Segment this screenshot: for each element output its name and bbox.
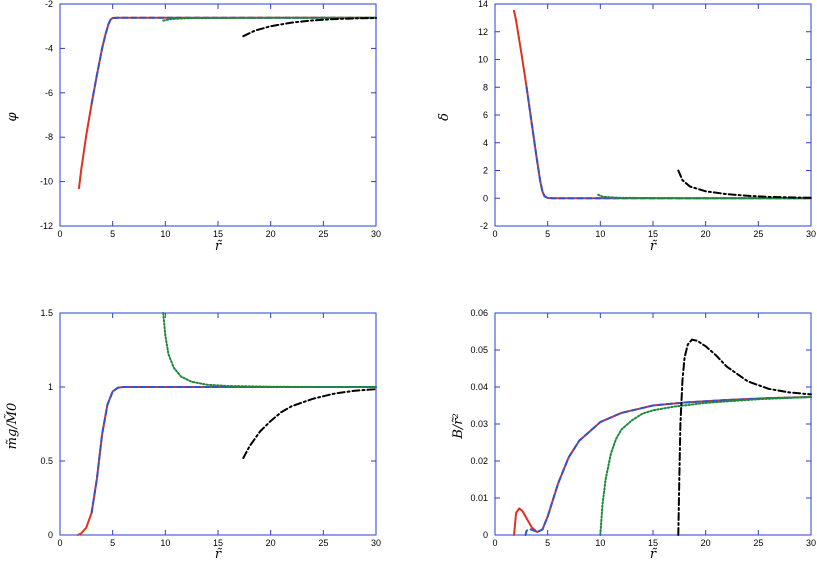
series-line-red-solid (78, 16, 377, 190)
series-line-blue-dashed (90, 16, 377, 105)
y-tick-label: -2 (45, 0, 53, 9)
x-tick-label: 0 (57, 229, 62, 239)
series-line-blue-dashed (524, 396, 812, 536)
series-line-green-dotted (162, 16, 377, 22)
series-line-green-dotted (162, 312, 377, 388)
x-tick-label: 5 (545, 229, 550, 239)
y-tick-label: 0.04 (470, 382, 488, 392)
y-tick-label: 14 (478, 0, 488, 9)
y-tick-label: 2 (483, 166, 488, 176)
y-axis-label: δ (437, 113, 452, 121)
x-tick-label: 20 (266, 538, 276, 548)
series-line-red-solid (513, 396, 812, 536)
chart-panel-b-ratio: 0 5 10 15 20 25 30 0 0.01 0.02 0.03 0.04 0.05 0.06 r̃… (451, 308, 816, 562)
x-tick-label: 5 (110, 538, 115, 548)
series-line-black-dashdot (242, 388, 377, 459)
chart-panel-mass-ratio: 0 5 10 15 20 25 30 0 0.5 1 1.5 r̃ m̃g/M̃0 (4, 308, 381, 562)
y-axis-label: φ (5, 112, 20, 122)
x-tick-label: 10 (595, 538, 605, 548)
x-tick-label: 5 (110, 229, 115, 239)
axis-ticks: 0 5 10 15 20 25 30 -12 -10 -8 -6 -4 -2 (40, 0, 381, 239)
series-line-blue-dashed (525, 86, 812, 200)
y-tick-label: 1 (48, 382, 53, 392)
x-tick-label: 0 (492, 538, 497, 548)
x-tick-label: 0 (492, 229, 497, 239)
x-tick-label: 30 (371, 538, 381, 548)
y-tick-label: 0.06 (470, 308, 488, 318)
x-tick-label: 10 (160, 229, 170, 239)
x-tick-label: 25 (753, 229, 763, 239)
x-tick-label: 30 (371, 229, 381, 239)
x-axis-label: r̃ (650, 239, 658, 254)
y-tick-label: 0 (483, 193, 488, 203)
series-line-red-solid (76, 386, 377, 536)
series-line-green-dotted (597, 193, 812, 200)
x-tick-label: 15 (213, 229, 223, 239)
y-tick-label: 0.05 (470, 345, 488, 355)
x-tick-label: 20 (266, 229, 276, 239)
y-tick-label: 0.5 (40, 456, 53, 466)
x-tick-label: 20 (701, 229, 711, 239)
series-group (76, 312, 377, 536)
chart-panel-delta: 0 5 10 15 20 25 30 -2 0 2 4 6 8 10 12 14 r̃ δ (437, 0, 816, 254)
x-axis-label: r̃ (215, 239, 223, 254)
x-tick-label: 15 (648, 229, 658, 239)
y-tick-label: 1.5 (40, 308, 53, 318)
series-line-black-dashdot (242, 17, 377, 38)
y-tick-label: -2 (480, 221, 488, 231)
series-group (513, 9, 812, 200)
axis-ticks: 0 5 10 15 20 25 30 0 0.01 0.02 0.03 0.04 0.05 0.06 (470, 308, 816, 548)
y-tick-label: -10 (40, 177, 53, 187)
x-tick-label: 15 (213, 538, 223, 548)
y-tick-label: 12 (478, 27, 488, 37)
y-tick-label: 0 (48, 530, 53, 540)
y-tick-label: 10 (478, 55, 488, 65)
x-tick-label: 30 (806, 229, 816, 239)
x-tick-label: 25 (318, 538, 328, 548)
x-tick-label: 15 (648, 538, 658, 548)
y-axis-label: B/r̃² (451, 413, 466, 439)
chart-panel-phi: 0 5 10 15 20 25 30 -12 -10 -8 -6 -4 -2 r̃ φ (5, 0, 381, 254)
y-tick-label: 0 (483, 530, 488, 540)
x-tick-label: 10 (160, 538, 170, 548)
y-tick-label: 6 (483, 110, 488, 120)
y-tick-label: 0.02 (470, 456, 488, 466)
x-tick-label: 20 (701, 538, 711, 548)
x-axis-label: r̃ (215, 547, 223, 562)
x-tick-label: 0 (57, 538, 62, 548)
series-line-black-dashdot (677, 338, 812, 536)
y-tick-label: -6 (45, 88, 53, 98)
x-tick-label: 25 (753, 538, 763, 548)
series-line-blue-dashed (90, 386, 377, 514)
y-tick-label: -8 (45, 132, 53, 142)
y-tick-label: -12 (40, 221, 53, 231)
x-axis-label: r̃ (650, 547, 658, 562)
y-tick-label: 8 (483, 82, 488, 92)
plot-frame (494, 312, 812, 536)
x-tick-label: 25 (318, 229, 328, 239)
y-tick-label: -4 (45, 43, 53, 53)
y-axis-label: m̃g/M̃0 (4, 403, 20, 450)
axis-ticks: 0 5 10 15 20 25 30 -2 0 2 4 6 8 10 12 14 (478, 0, 816, 239)
series-line-green-dotted (599, 396, 812, 536)
plot-frame (59, 312, 377, 536)
series-group (78, 16, 377, 190)
plot-frame (59, 3, 377, 227)
y-tick-label: 0.01 (470, 493, 488, 503)
series-line-red-solid (513, 9, 812, 200)
x-tick-label: 30 (806, 538, 816, 548)
x-tick-label: 10 (595, 229, 605, 239)
y-tick-label: 4 (483, 138, 488, 148)
series-group (513, 338, 812, 536)
x-tick-label: 5 (545, 538, 550, 548)
series-line-black-dashdot (677, 169, 812, 199)
y-tick-label: 0.03 (470, 419, 488, 429)
